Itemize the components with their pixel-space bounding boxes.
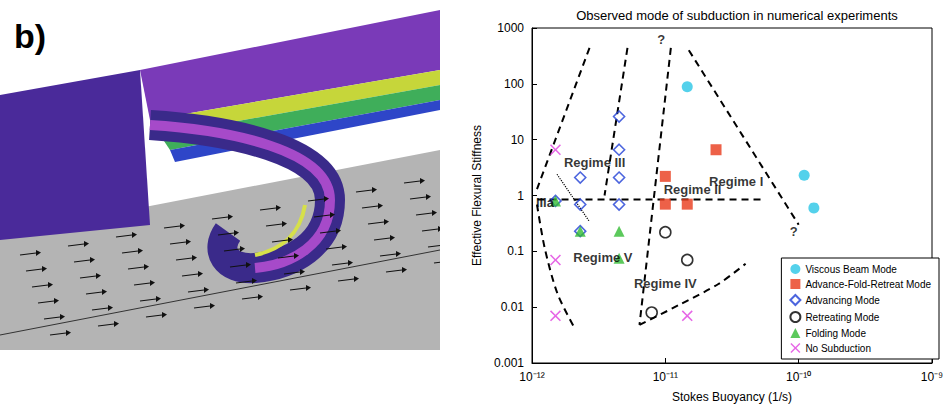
svg-text:Regime V: Regime V [573,250,633,265]
svg-text:Viscous Beam Mode: Viscous Beam Mode [805,264,897,275]
svg-text:Stokes Buoyancy (1/s): Stokes Buoyancy (1/s) [672,390,792,404]
svg-text:10⁻¹²: 10⁻¹² [519,370,544,384]
svg-text:0.1: 0.1 [507,244,524,258]
svg-text:Advance-Fold-Retreat Mode: Advance-Fold-Retreat Mode [805,279,931,290]
svg-text:Folding Mode: Folding Mode [805,328,866,339]
svg-text:1: 1 [517,189,524,203]
svg-text:10⁻¹¹: 10⁻¹¹ [653,370,678,384]
svg-text:1000: 1000 [497,21,524,35]
svg-text:Retreating Mode: Retreating Mode [805,312,879,323]
svg-text:Regime IV: Regime IV [634,276,697,291]
svg-text:?: ? [657,32,665,47]
svg-text:10⁻¹⁰: 10⁻¹⁰ [786,370,811,384]
svg-text:10⁻⁹: 10⁻⁹ [921,370,944,384]
svg-text:Observed mode of subduction in: Observed mode of subduction in numerical… [576,8,898,23]
svg-text:?: ? [790,224,798,239]
svg-text:10: 10 [511,133,525,147]
svg-text:Effective Flexural Stiffness: Effective Flexural Stiffness [470,125,484,266]
svg-text:Regime I: Regime I [709,174,764,189]
svg-text:IIIa: IIIa [536,195,555,210]
svg-text:100: 100 [504,77,524,91]
svg-text:Regime II: Regime II [664,182,722,197]
svg-text:0.001: 0.001 [494,356,524,370]
svg-text:No Subduction: No Subduction [805,343,871,354]
svg-text:Advancing Mode: Advancing Mode [805,295,880,306]
svg-text:b): b) [14,17,46,55]
svg-text:0.01: 0.01 [501,300,525,314]
svg-text:Regime III: Regime III [564,155,625,170]
